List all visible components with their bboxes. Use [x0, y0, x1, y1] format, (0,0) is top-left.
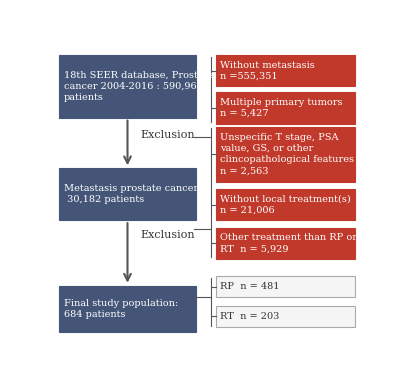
Text: Without local treatment(s)
n = 21,006: Without local treatment(s) n = 21,006 [220, 195, 351, 215]
Text: 18th SEER database, Prostate
cancer 2004-2016 : 590,960
patients: 18th SEER database, Prostate cancer 2004… [64, 71, 213, 102]
Text: Final study population:
684 patients: Final study population: 684 patients [64, 298, 178, 319]
Text: Multiple primary tumors
n = 5,427: Multiple primary tumors n = 5,427 [220, 98, 343, 118]
Text: Exclusion: Exclusion [140, 230, 195, 240]
FancyBboxPatch shape [216, 92, 355, 124]
FancyBboxPatch shape [59, 286, 196, 332]
FancyBboxPatch shape [216, 127, 355, 181]
Text: RT  n = 203: RT n = 203 [220, 312, 280, 321]
FancyBboxPatch shape [59, 168, 196, 220]
Text: Metastasis prostate cancer :
 30,182 patients: Metastasis prostate cancer : 30,182 pati… [64, 184, 204, 204]
Text: Without metastasis
n =555,351: Without metastasis n =555,351 [220, 61, 315, 81]
FancyBboxPatch shape [216, 228, 355, 259]
FancyBboxPatch shape [59, 55, 196, 118]
FancyBboxPatch shape [216, 276, 355, 298]
FancyBboxPatch shape [216, 189, 355, 220]
FancyBboxPatch shape [216, 55, 355, 86]
Text: Unspecific T stage, PSA
value, GS, or other
clincopathological features
n = 2,56: Unspecific T stage, PSA value, GS, or ot… [220, 133, 354, 175]
Text: RP  n = 481: RP n = 481 [220, 282, 280, 291]
Text: Other treatment than RP or
RT  n = 5,929: Other treatment than RP or RT n = 5,929 [220, 233, 358, 253]
Text: Exclusion: Exclusion [140, 130, 195, 141]
FancyBboxPatch shape [216, 306, 355, 327]
